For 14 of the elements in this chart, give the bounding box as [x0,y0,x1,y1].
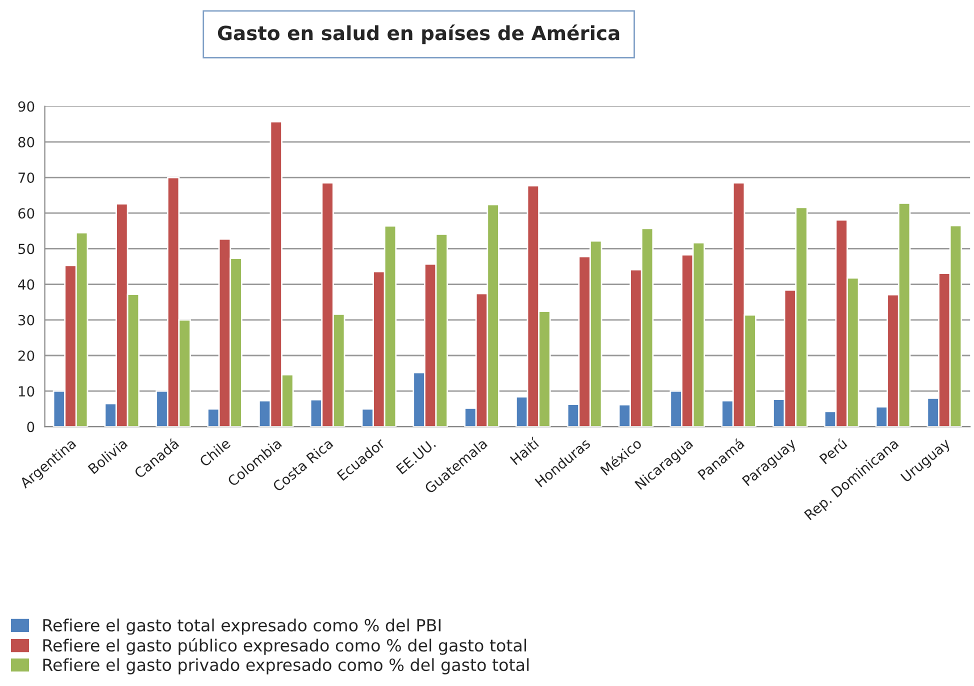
y-tick-label: 20 [18,350,34,361]
y-tick-label: 0 [27,422,34,432]
y-tick-label: 90 [18,101,34,112]
legend-label: Refiere el gasto total expresado como % del PBI [43,618,440,635]
legend-label: Refiere el gasto privado expresado como % del gasto total [43,658,529,674]
y-tick-label: 40 [18,279,34,290]
y-tick-label: 10 [18,386,34,397]
chart-title: Gasto en salud en países de América [218,24,620,44]
y-tick-label: 30 [18,314,34,326]
y-tick-label: 80 [18,136,34,148]
legend-label: Refiere el gasto público expresado como % del gasto total [43,638,526,655]
y-tick-label: 60 [18,208,34,219]
y-tick-label: 50 [18,244,34,254]
y-tick-label: 70 [18,172,34,183]
